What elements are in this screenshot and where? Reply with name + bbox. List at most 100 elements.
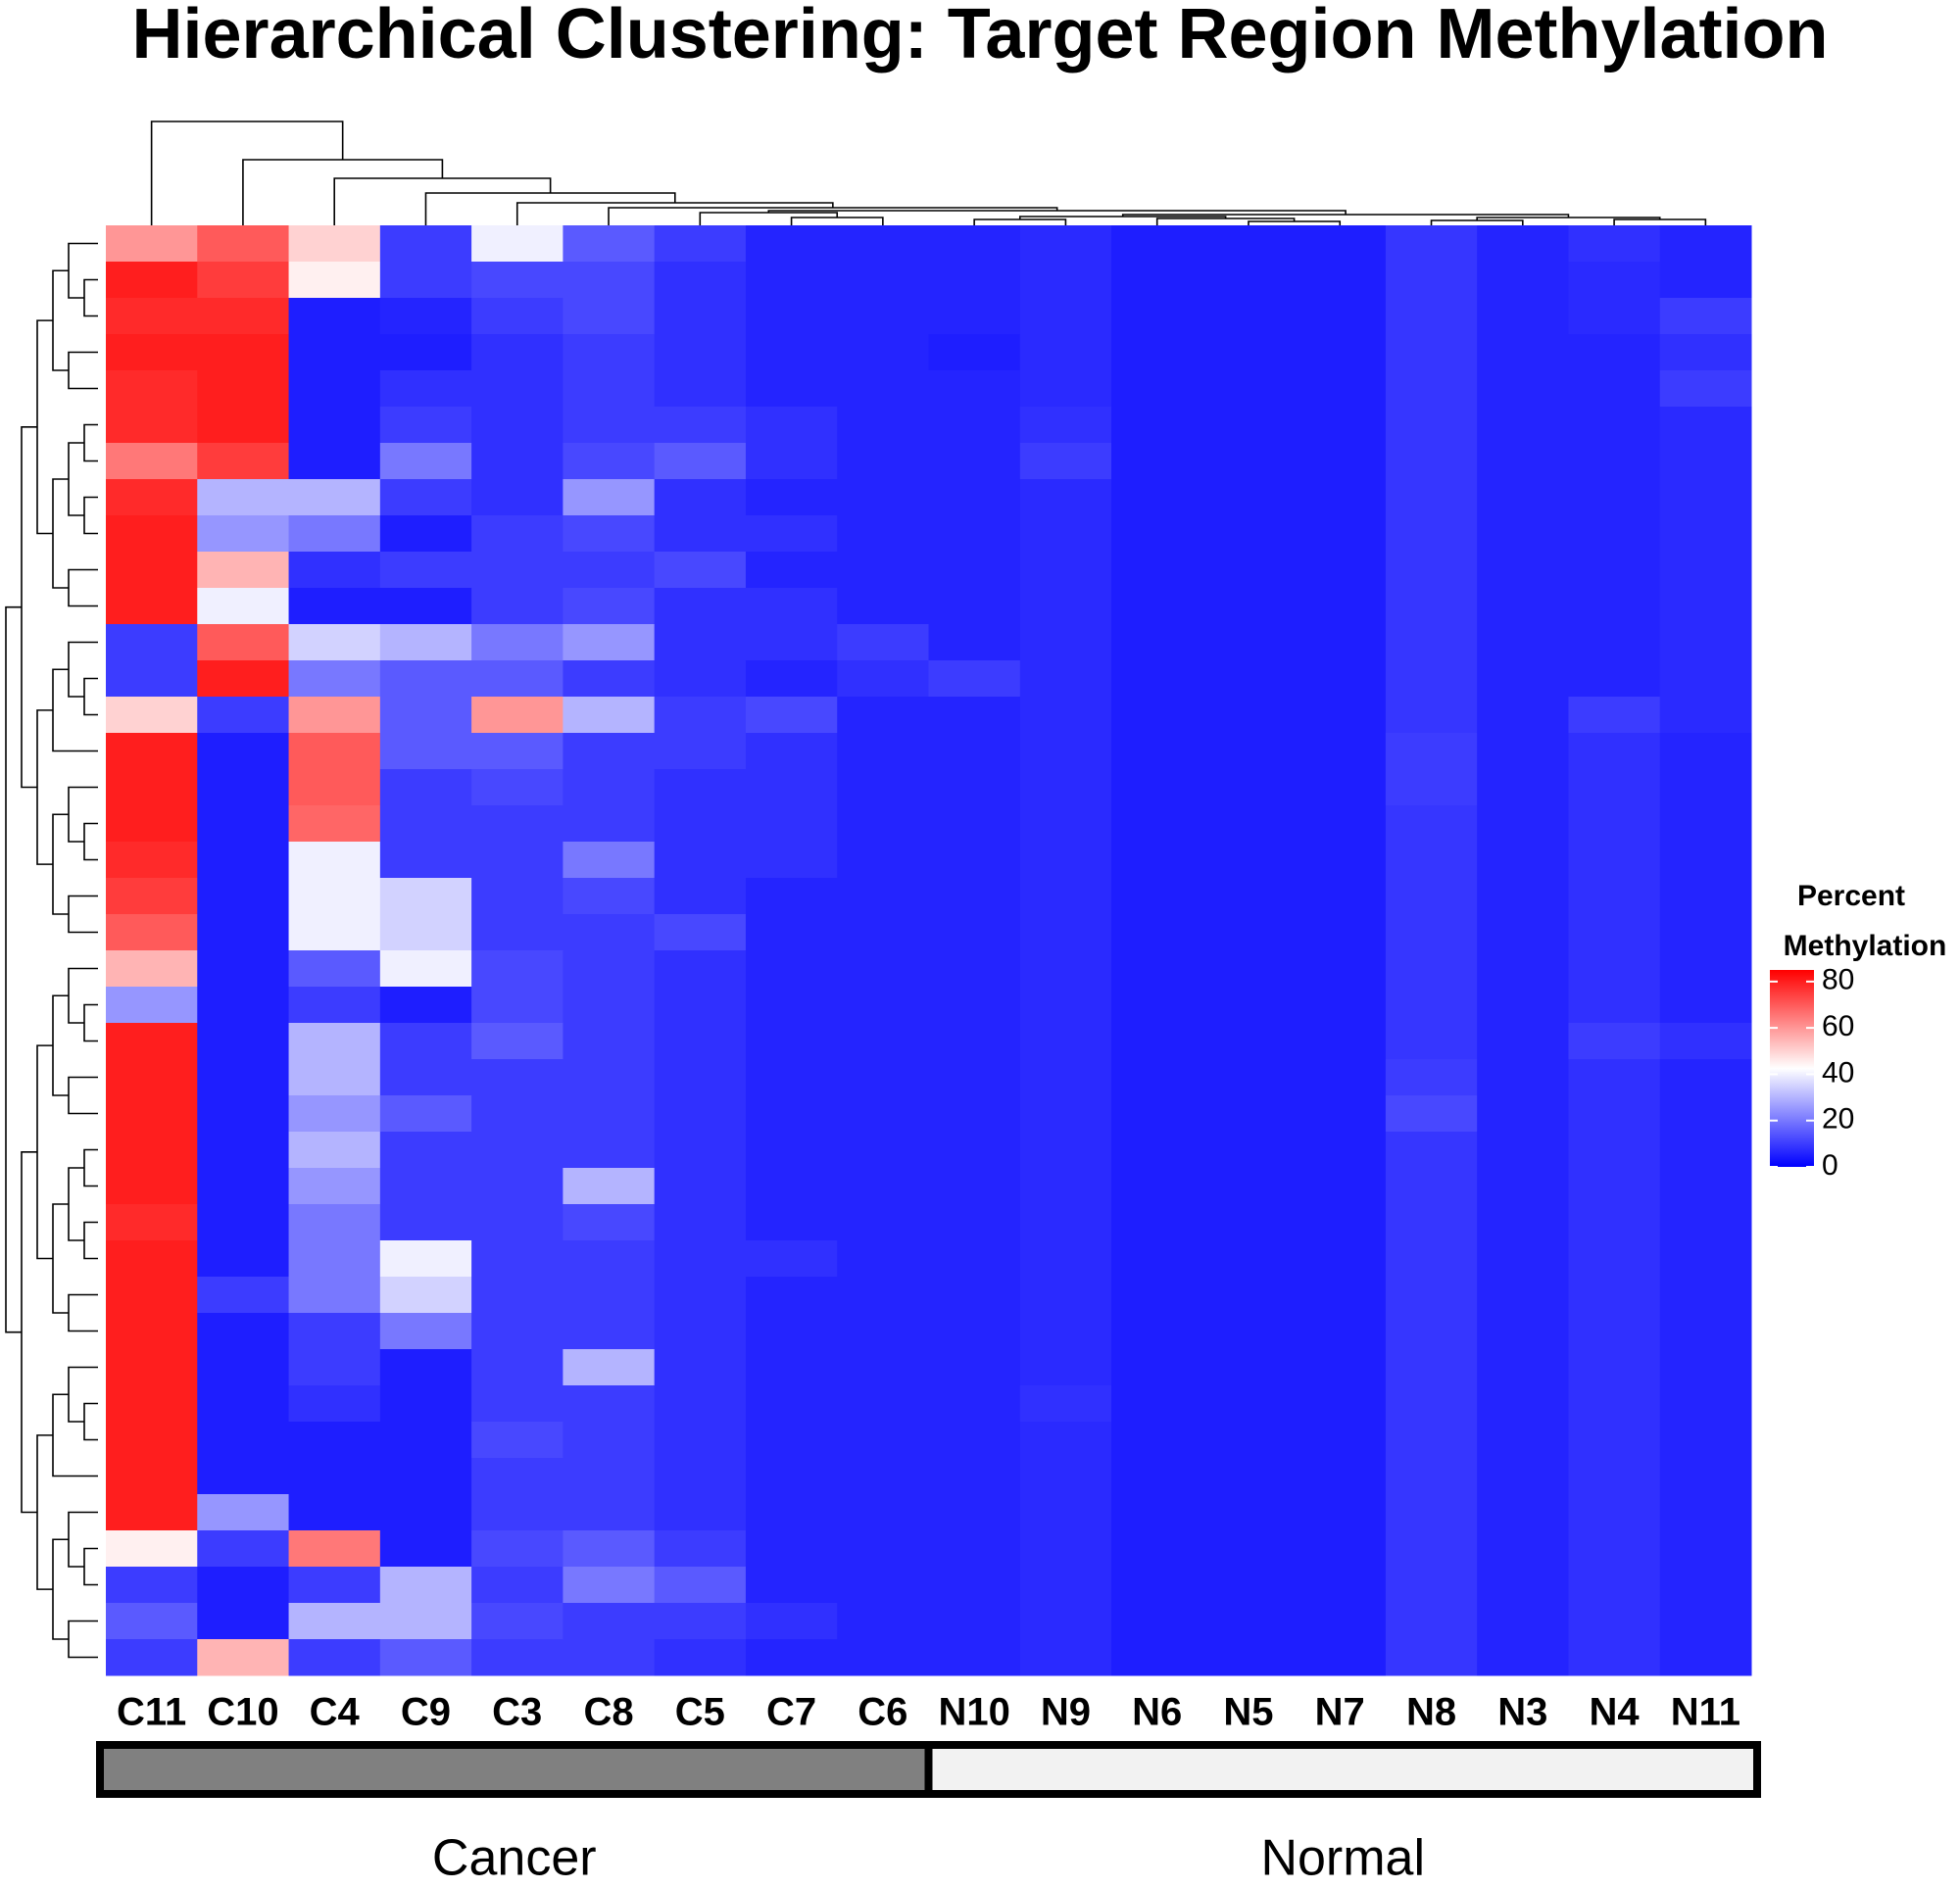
heatmap-cell	[1019, 733, 1112, 770]
heatmap-cell	[563, 1530, 656, 1568]
heatmap-cell	[1568, 298, 1661, 335]
heatmap-cell	[563, 1494, 656, 1531]
heatmap-cell	[1477, 805, 1569, 843]
heatmap-cell	[197, 1530, 290, 1568]
heatmap-cell	[745, 1204, 838, 1241]
column-label: C9	[401, 1691, 451, 1734]
colorbar-tick-label: 20	[1822, 1103, 1854, 1136]
heatmap-cell	[288, 370, 381, 408]
heatmap-cell	[928, 1385, 1021, 1423]
heatmap-cell	[563, 878, 656, 915]
heatmap-cell	[837, 262, 929, 299]
heatmap-cell	[654, 262, 747, 299]
heatmap-cell	[745, 987, 838, 1024]
heatmap-cell	[1477, 1204, 1569, 1241]
heatmap-cell	[197, 552, 290, 589]
dendrogram-link	[83, 677, 98, 716]
heatmap-cell	[837, 1277, 929, 1314]
heatmap-cell	[1019, 443, 1112, 480]
heatmap-cell	[928, 1023, 1021, 1060]
heatmap-cell	[1019, 1385, 1112, 1423]
heatmap-cell	[745, 298, 838, 335]
heatmap-cell	[1477, 660, 1569, 698]
colorbar	[1770, 970, 1814, 1167]
heatmap-cell	[1659, 697, 1752, 734]
heatmap-cell	[1111, 1494, 1203, 1531]
heatmap-cell	[1568, 1059, 1661, 1096]
heatmap-cell	[379, 479, 472, 516]
heatmap-cell	[745, 262, 838, 299]
heatmap-cell	[928, 1132, 1021, 1169]
heatmap-cell	[1202, 443, 1296, 480]
heatmap-cell	[1294, 1059, 1387, 1096]
heatmap-cell	[837, 987, 929, 1024]
heatmap-cell	[745, 1240, 838, 1278]
heatmap-cell	[928, 298, 1021, 335]
heatmap-cell	[1019, 1530, 1112, 1568]
heatmap-cell	[928, 407, 1021, 444]
heatmap-cell	[928, 552, 1021, 589]
column-label: N4	[1590, 1691, 1641, 1734]
heatmap-cell	[379, 1422, 472, 1459]
heatmap-cell	[1294, 950, 1387, 988]
heatmap-cell	[471, 1349, 564, 1386]
heatmap-cell	[1659, 842, 1752, 879]
heatmap-cell	[1019, 1277, 1112, 1314]
heatmap-cell	[379, 1530, 472, 1568]
heatmap-cell	[1202, 950, 1296, 988]
heatmap-cell	[106, 842, 198, 879]
heatmap-cell	[563, 1023, 656, 1060]
heatmap-cell	[288, 1385, 381, 1423]
dendrogram-link	[68, 1167, 84, 1241]
heatmap-cell	[379, 1204, 472, 1241]
heatmap-cell	[1385, 769, 1478, 806]
heatmap-cell	[1294, 1530, 1387, 1568]
heatmap-cell	[928, 1530, 1021, 1568]
heatmap-cell	[1294, 1168, 1387, 1205]
heatmap-cell	[837, 479, 929, 516]
heatmap-cell	[1294, 1349, 1387, 1386]
heatmap-cell	[1477, 1567, 1569, 1604]
colorbar-tick-label: 40	[1822, 1056, 1854, 1089]
heatmap-cell	[1385, 1494, 1478, 1531]
dendrogram-link	[36, 1434, 53, 1590]
heatmap-cell	[1111, 914, 1203, 951]
heatmap-cell	[928, 624, 1021, 661]
heatmap-cell	[745, 1422, 838, 1459]
heatmap-cell	[1659, 225, 1752, 263]
heatmap-cell	[1477, 298, 1569, 335]
heatmap-cell	[1659, 805, 1752, 843]
heatmap-cell	[745, 878, 838, 915]
heatmap-cell	[471, 914, 564, 951]
heatmap-cell	[1385, 479, 1478, 516]
dendrogram-link	[790, 217, 884, 225]
group-label: Cancer	[432, 1830, 597, 1887]
colorbar-tick-label: 60	[1822, 1010, 1854, 1042]
heatmap-cell	[106, 624, 198, 661]
heatmap-cell	[288, 878, 381, 915]
heatmap-cell	[1477, 1132, 1569, 1169]
heatmap-cell	[106, 878, 198, 915]
heatmap-cell	[1385, 987, 1478, 1024]
heatmap-cell	[563, 1567, 656, 1604]
heatmap-cell	[379, 1059, 472, 1096]
heatmap-cell	[837, 950, 929, 988]
heatmap-cell	[654, 1603, 747, 1640]
heatmap-cell	[1659, 1385, 1752, 1423]
heatmap-cell	[1202, 1458, 1296, 1495]
heatmap-cell	[654, 660, 747, 698]
dendrogram-link	[36, 709, 53, 865]
heatmap-cell	[1385, 842, 1478, 879]
heatmap-cell	[563, 697, 656, 734]
heatmap-cell	[745, 624, 838, 661]
column-label: N10	[938, 1691, 1009, 1734]
heatmap-cell	[288, 1132, 381, 1169]
heatmap-cell	[1202, 660, 1296, 698]
heatmap-cell	[1294, 1240, 1387, 1278]
heatmap-cell	[1294, 769, 1387, 806]
heatmap-cell	[1385, 1422, 1478, 1459]
heatmap-cell	[379, 225, 472, 263]
heatmap-cell	[106, 1313, 198, 1350]
dendrogram-link	[21, 426, 37, 789]
heatmap-cell	[1202, 262, 1296, 299]
